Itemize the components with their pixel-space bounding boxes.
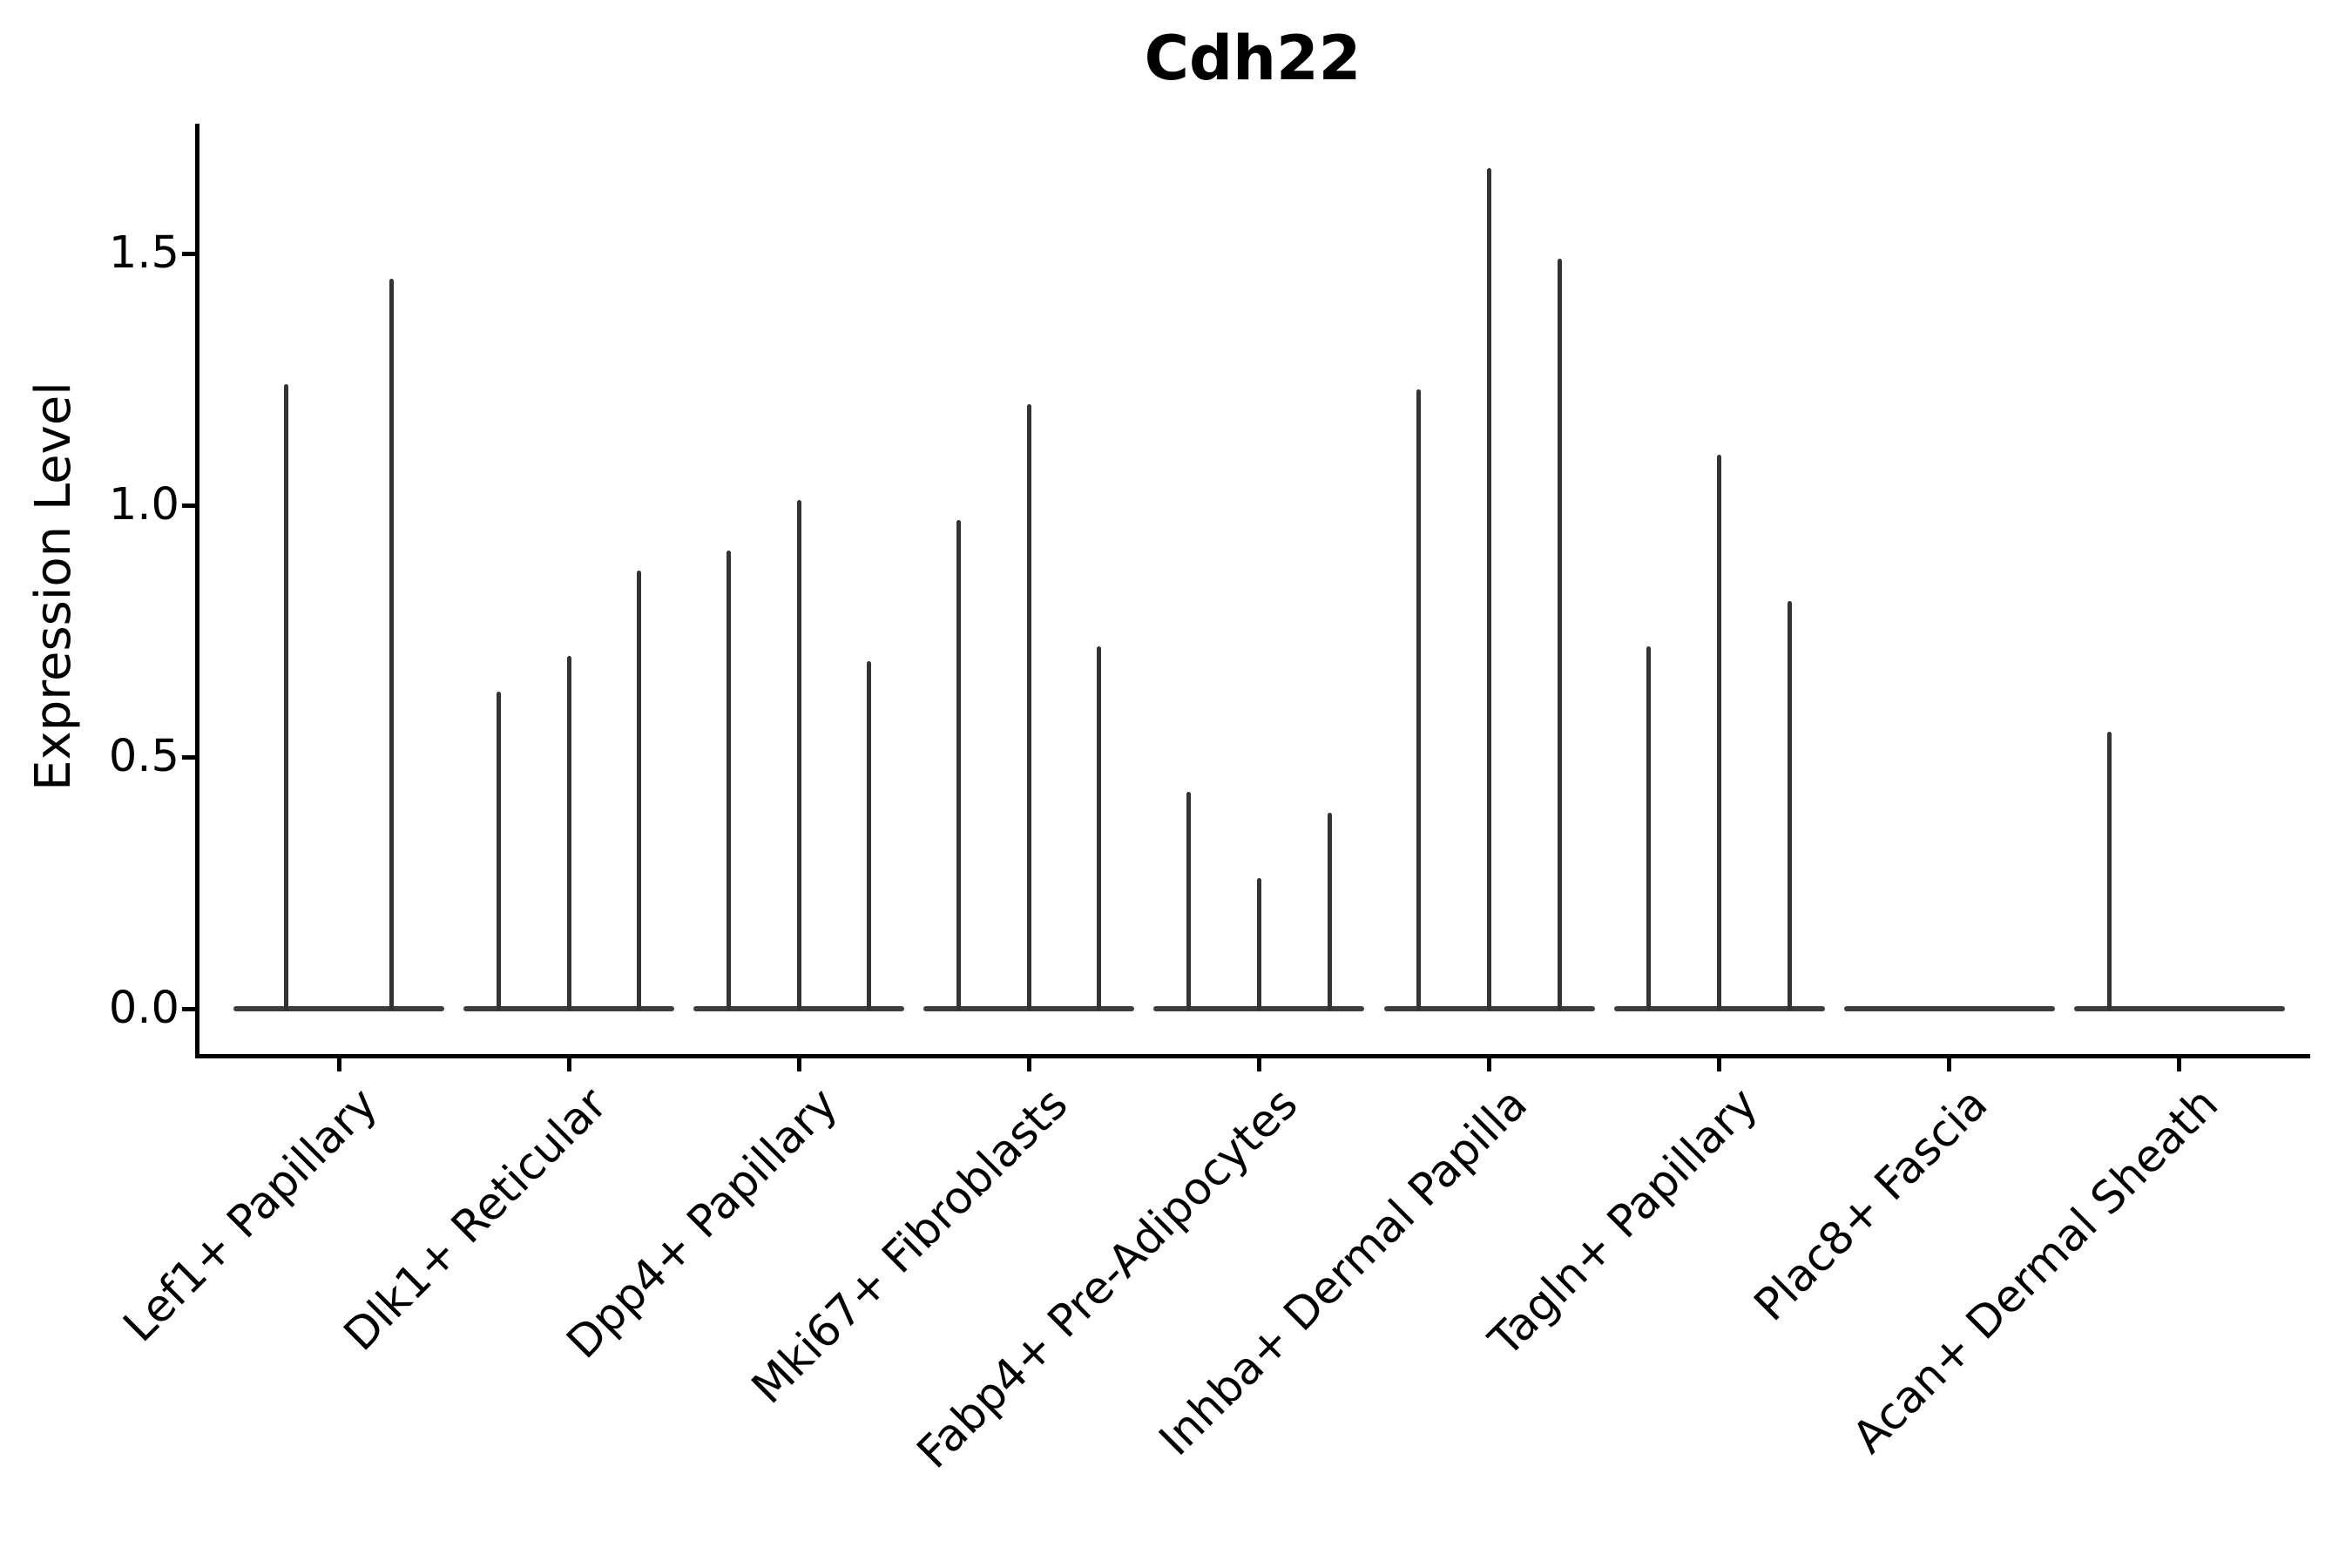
violin-spike bbox=[2106, 732, 2112, 1010]
violin-spike bbox=[389, 278, 394, 1010]
y-axis-label: Expression Level bbox=[25, 382, 82, 791]
violin-spike bbox=[1026, 404, 1031, 1010]
y-tick-mark bbox=[182, 754, 197, 760]
violin-spike bbox=[1557, 258, 1562, 1010]
x-tick-label: Fabp4+ Pre-Adipocytes bbox=[907, 1078, 1308, 1479]
violin-spike bbox=[1097, 645, 1102, 1010]
violin-body bbox=[1843, 1006, 2055, 1011]
violin-spike bbox=[1787, 600, 1792, 1010]
violin-spike bbox=[1416, 389, 1422, 1010]
x-tick-label: Lef1+ Papillary bbox=[113, 1078, 388, 1353]
x-tick-mark bbox=[1717, 1057, 1722, 1071]
violin-spike bbox=[637, 571, 642, 1010]
violin-spike bbox=[796, 500, 801, 1010]
y-tick-mark bbox=[182, 1006, 197, 1011]
violin-body bbox=[2073, 1006, 2285, 1011]
y-tick-label: 1.0 bbox=[108, 479, 179, 531]
violin-spike bbox=[727, 551, 732, 1010]
x-tick-mark bbox=[1947, 1057, 1952, 1071]
violin-spike bbox=[1717, 455, 1722, 1010]
violin-spike bbox=[496, 691, 501, 1010]
y-tick-mark bbox=[182, 251, 197, 256]
x-tick-label: Inhba+ Dermal Papilla bbox=[1150, 1078, 1538, 1466]
x-tick-mark bbox=[2177, 1057, 2182, 1071]
chart-title: Cdh22 bbox=[1144, 23, 1362, 94]
y-tick-label: 1.5 bbox=[108, 227, 179, 279]
x-tick-mark bbox=[1256, 1057, 1261, 1071]
violin-spike bbox=[1327, 812, 1332, 1010]
violin-spike bbox=[1487, 167, 1491, 1010]
violin-body bbox=[233, 1006, 444, 1011]
x-tick-mark bbox=[336, 1057, 341, 1071]
y-tick-mark bbox=[182, 503, 197, 508]
violin-spike bbox=[956, 520, 962, 1010]
violin-spike bbox=[284, 384, 288, 1010]
y-axis-spine bbox=[195, 124, 199, 1058]
x-tick-mark bbox=[566, 1057, 571, 1071]
violin-spike bbox=[1186, 792, 1192, 1010]
x-tick-label: Acan+ Dermal Sheath bbox=[1842, 1078, 2228, 1464]
x-tick-mark bbox=[796, 1057, 801, 1071]
x-tick-mark bbox=[1026, 1057, 1031, 1071]
violin-spike bbox=[1646, 645, 1652, 1010]
violin-spike bbox=[1256, 877, 1261, 1010]
violin-spike bbox=[566, 656, 571, 1010]
x-tick-mark bbox=[1487, 1057, 1491, 1071]
x-tick-label: Plac8+ Fascia bbox=[1745, 1078, 1998, 1332]
x-axis-spine bbox=[195, 1054, 2310, 1058]
y-tick-label: 0.0 bbox=[108, 983, 179, 1034]
y-tick-label: 0.5 bbox=[108, 731, 179, 782]
violin-spike bbox=[867, 661, 872, 1010]
